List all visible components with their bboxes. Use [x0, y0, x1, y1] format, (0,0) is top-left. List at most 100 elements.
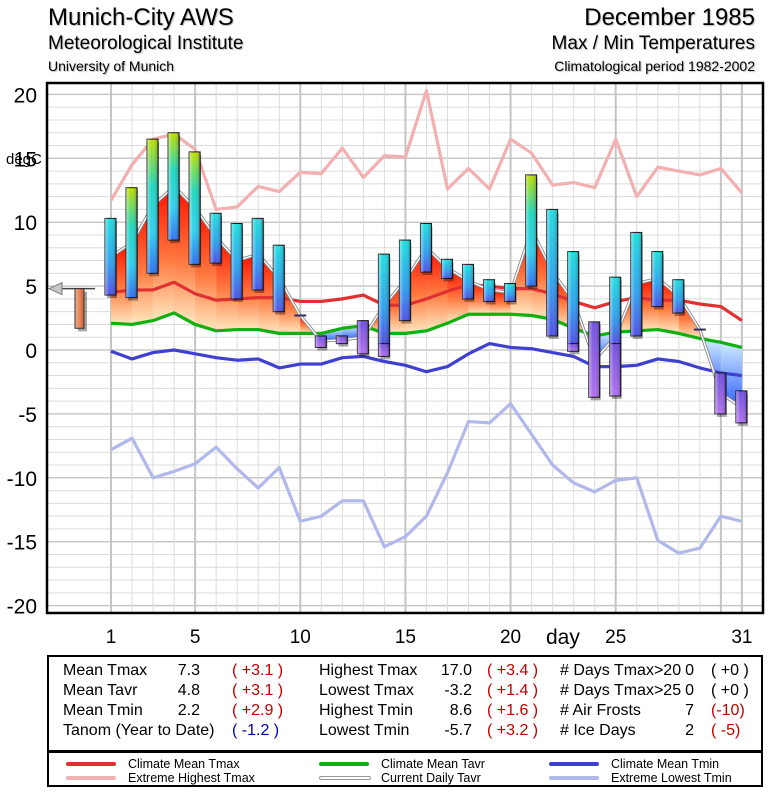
- stat-anomaly: ( +3.2 ): [487, 722, 539, 739]
- y-tick-label: -5: [18, 404, 37, 427]
- daily-bar-shine: [588, 321, 600, 398]
- stat-value: 0: [685, 682, 694, 699]
- stat-anomaly: ( -5): [711, 722, 741, 739]
- stat-value: 4.8: [177, 682, 200, 699]
- daily-bar-shine: [483, 279, 495, 302]
- stat-value: 2: [685, 722, 694, 739]
- daily-bar-shine: [630, 232, 642, 336]
- stat-label: Highest Tmin: [319, 702, 413, 719]
- stat-label: Lowest Tmax: [319, 682, 414, 699]
- daily-bar-shine: [567, 251, 579, 352]
- y-tick-label: 5: [25, 276, 37, 299]
- x-tick-label: 15: [395, 627, 416, 648]
- legend-label: Climate Mean Tavr: [381, 757, 485, 771]
- daily-bar-shine: [273, 245, 285, 312]
- legend-label: Climate Mean Tmin: [611, 757, 720, 771]
- stat-label: # Days Tmax>25: [560, 682, 682, 699]
- stat-anomaly: ( +1.6 ): [487, 702, 539, 719]
- daily-bar-shine: [210, 213, 222, 264]
- y-tick-label: 20: [14, 84, 37, 107]
- daily-bar-shine: [147, 139, 159, 274]
- x-tick-label: 10: [290, 627, 311, 648]
- stat-label: # Days Tmax>20: [560, 662, 682, 679]
- stat-anomaly: ( +2.9 ): [232, 702, 284, 719]
- y-tick-label: -20: [7, 596, 37, 619]
- legend-swatch: [549, 762, 599, 766]
- y-tick-label: -15: [7, 532, 37, 555]
- station-title: Munich-City AWS: [48, 4, 234, 31]
- stat-label: # Ice Days: [560, 722, 636, 739]
- legend-label: Climate Mean Tmax: [128, 757, 240, 771]
- stat-value: 7: [685, 702, 694, 719]
- daily-bar-shine: [462, 264, 474, 299]
- stat-value: 8.6: [449, 702, 472, 719]
- x-tick-label: 20: [500, 627, 521, 648]
- daily-bar-shine: [105, 218, 116, 296]
- daily-bars: [104, 132, 748, 426]
- legend-swatch: [319, 762, 369, 766]
- stat-anomaly: ( +3.1 ): [232, 662, 284, 679]
- stat-anomaly: ( +3.1 ): [232, 682, 284, 699]
- period-title: December 1985: [584, 4, 755, 31]
- stat-anomaly: ( +0 ): [711, 682, 749, 699]
- reference-arrow-icon: [47, 281, 63, 296]
- stat-label: Mean Tmin: [63, 702, 143, 719]
- y-tick-label: 15: [14, 148, 37, 171]
- daily-bar-shine: [168, 132, 180, 241]
- stat-anomaly: (-10): [711, 702, 745, 719]
- university-title: University of Munich: [48, 58, 175, 74]
- legend-swatch: [549, 776, 599, 780]
- x-axis-ticks: 1 5 10 15 20 25 31: [106, 627, 753, 648]
- daily-bar-shine: [336, 335, 348, 344]
- daily-bar-shine: [672, 279, 684, 313]
- daily-bar-shine: [126, 187, 138, 298]
- daily-bar-shine: [189, 151, 201, 265]
- daily-bar-shine: [525, 174, 537, 287]
- stat-value: 0: [685, 662, 694, 679]
- daily-bar-shine: [378, 254, 390, 357]
- x-tick-label: 31: [731, 627, 752, 648]
- y-tick-label: 10: [14, 212, 37, 235]
- legend-label: Extreme Highest Tmax: [128, 771, 255, 785]
- daily-bar-shine: [546, 209, 558, 336]
- y-axis-ticks: 20 15 10 5 0 -5 -10 -15 -20: [7, 84, 37, 618]
- daily-bar-shine: [399, 240, 411, 321]
- daily-bar-shine: [357, 320, 369, 354]
- daily-bar-shine: [420, 223, 432, 273]
- stat-anomaly: ( +0 ): [711, 662, 749, 679]
- x-tick-label: 1: [106, 627, 117, 648]
- legend-label: Current Daily Tavr: [381, 771, 481, 785]
- extreme-highest-tmax-line: [109, 88, 744, 212]
- stat-label: Mean Tmax: [63, 662, 148, 679]
- climate-period: Climatological period 1982-2002: [554, 58, 755, 74]
- stat-value: 17.0: [440, 662, 472, 679]
- reference-bar: [74, 288, 85, 329]
- daily-bar-shine: [714, 373, 726, 414]
- daily-bar-shine: [315, 335, 327, 348]
- stat-value: -5.7: [444, 722, 472, 739]
- stat-anomaly: ( +3.4 ): [487, 662, 539, 679]
- y-tick-label: 0: [25, 340, 37, 363]
- x-tick-label: 5: [190, 627, 201, 648]
- legend-swatch: [319, 776, 371, 780]
- climate-mean-tmin-line: [110, 342, 743, 378]
- institute-title: Meteorological Institute: [48, 33, 244, 54]
- daily-bar-shine: [609, 277, 621, 397]
- legend: Climate Mean Tmax Extreme Highest Tmax Cli…: [47, 751, 763, 787]
- extreme-lowest-tmin-line: [110, 402, 743, 555]
- stat-label: Mean Tavr: [63, 682, 138, 699]
- y-axis-label: degC: [6, 151, 42, 168]
- daily-bar-shine: [252, 218, 264, 290]
- legend-label: Extreme Lowest Tmin: [611, 771, 732, 785]
- stat-label: Highest Tmax: [319, 662, 418, 679]
- x-axis-label: day: [546, 626, 580, 649]
- chart-subject: Max / Min Temperatures: [551, 33, 755, 54]
- stat-anomaly: ( -1.2 ): [232, 722, 280, 739]
- statistics-panel: Mean Tmax 7.3 ( +3.1 ) Mean Tavr 4.8 ( +3.1 )…: [47, 655, 763, 752]
- stat-anomaly: ( +1.4 ): [487, 682, 539, 699]
- daily-bar-shine: [231, 223, 243, 299]
- x-tick-label: 25: [605, 627, 626, 648]
- daily-bar-shine: [441, 259, 453, 279]
- stat-label: Tanom (Year to Date): [63, 722, 215, 739]
